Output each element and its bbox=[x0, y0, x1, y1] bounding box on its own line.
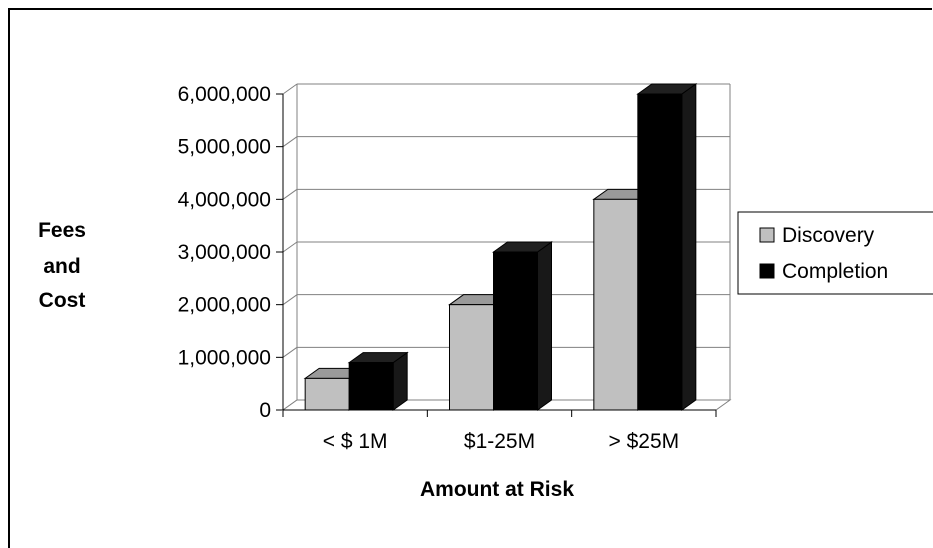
y-tick-label: 3,000,000 bbox=[178, 241, 271, 264]
y-axis-title-line-3: Cost bbox=[39, 289, 86, 312]
legend-box bbox=[737, 211, 933, 295]
gridline-side bbox=[282, 83, 298, 95]
y-tick-label: 2,000,000 bbox=[178, 294, 271, 317]
y-axis-title-line-2: and bbox=[43, 255, 80, 278]
bar-front bbox=[304, 377, 350, 411]
bars bbox=[303, 83, 698, 411]
gridline-side bbox=[282, 241, 298, 253]
y-tick-label: 4,000,000 bbox=[178, 188, 271, 211]
legend: Discovery Completion bbox=[737, 211, 933, 295]
gridline-side bbox=[282, 294, 298, 306]
x-tick-labels: < $ 1M $1-25M > $25M bbox=[323, 430, 679, 453]
x-tick-label: > $25M bbox=[609, 430, 680, 453]
legend-label-completion: Completion bbox=[782, 260, 888, 283]
gridline-side bbox=[282, 188, 298, 200]
x-tick-label: $1-25M bbox=[464, 430, 535, 453]
bar-side bbox=[537, 241, 552, 411]
bar-front bbox=[348, 362, 394, 411]
y-tick-labels: 0 1,000,000 2,000,000 3,000,000 4,000,000 5,0… bbox=[178, 83, 271, 422]
bar-front bbox=[637, 93, 683, 411]
y-tick-label: 1,000,000 bbox=[178, 346, 271, 369]
chart-frame bbox=[8, 8, 932, 548]
bar-completion-1 bbox=[491, 241, 554, 411]
bar-completion-2 bbox=[636, 83, 698, 411]
bar-completion-0 bbox=[347, 351, 409, 411]
gridline-side bbox=[282, 346, 298, 358]
x-axis-title: Amount at Risk bbox=[420, 478, 574, 501]
bar-front bbox=[493, 251, 538, 411]
y-axis-title-line-1: Fees bbox=[38, 219, 86, 242]
gridline-side bbox=[282, 136, 298, 148]
y-tick-label: 6,000,000 bbox=[178, 83, 271, 106]
x-tick-label: < $ 1M bbox=[323, 430, 388, 453]
legend-label-discovery: Discovery bbox=[782, 224, 875, 247]
y-tick-label: 0 bbox=[259, 399, 271, 422]
legend-swatch-completion bbox=[759, 263, 775, 279]
legend-swatch-discovery bbox=[759, 227, 775, 243]
bar-side bbox=[681, 83, 697, 411]
bar-front bbox=[593, 198, 639, 411]
y-tick-label: 5,000,000 bbox=[178, 136, 271, 159]
bar-front bbox=[449, 304, 494, 411]
